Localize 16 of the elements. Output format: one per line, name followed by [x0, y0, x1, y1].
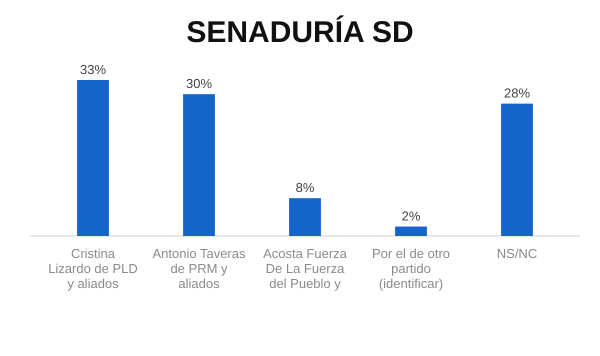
data-label: 33%	[80, 62, 106, 77]
data-label: 30%	[186, 76, 212, 92]
bar	[501, 104, 533, 236]
bar	[77, 80, 109, 236]
x-tick-label: NS/NC	[496, 246, 538, 261]
bar	[395, 226, 427, 236]
x-tick-label: Cristina Lizardo de PLD y aliados	[48, 246, 138, 291]
chart-title: SENADURÍA SD	[186, 15, 414, 49]
data-label: 8%	[296, 180, 315, 196]
x-tick-label: Antonio Taveras de PRM y aliados	[152, 246, 246, 291]
bar	[183, 94, 215, 236]
bar	[289, 198, 321, 236]
data-label: 28%	[504, 86, 530, 101]
x-tick-label: Acosta Fuerza De La Fuerza del Pueblo y	[263, 246, 348, 291]
x-tick-label: Por el de otro partido (identificar)	[372, 246, 450, 291]
data-label: 2%	[402, 208, 421, 224]
